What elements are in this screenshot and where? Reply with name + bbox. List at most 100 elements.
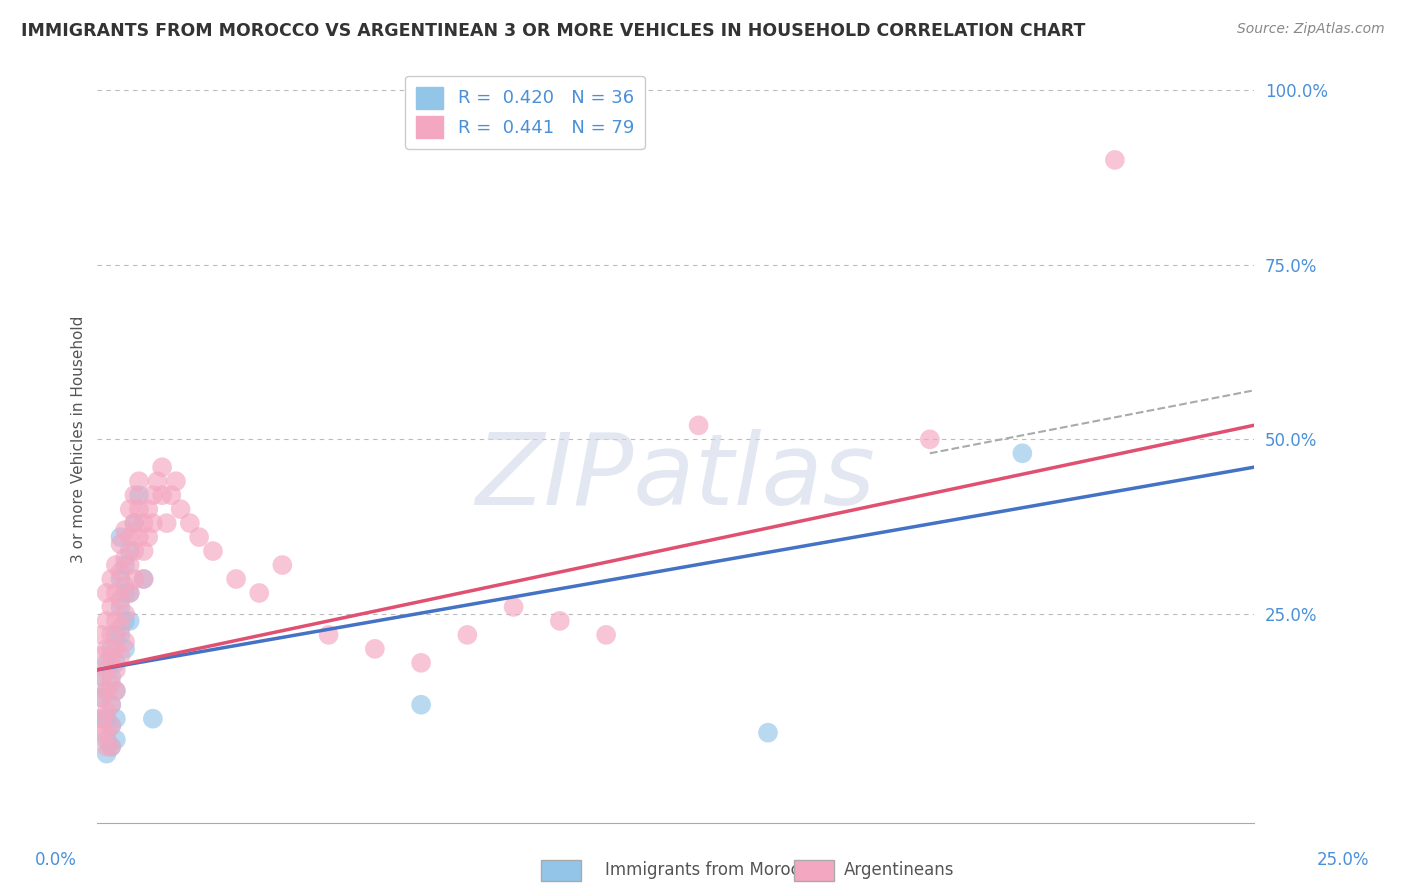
Point [100,698,122,712]
Point [502,599,524,614]
Point [118,586,141,600]
Point [91,670,114,684]
Point [124,516,146,530]
Text: 0.0%: 0.0% [35,851,77,869]
Point [104,712,127,726]
Point [104,614,127,628]
Point [91,712,114,726]
Point [271,558,294,572]
Point [118,544,141,558]
Point [132,516,155,530]
Point [104,558,127,572]
Point [110,537,132,551]
Point [104,586,127,600]
Point [1011,446,1033,460]
Point [110,530,132,544]
Point [110,628,132,642]
Text: IMMIGRANTS FROM MOROCCO VS ARGENTINEAN 3 OR MORE VEHICLES IN HOUSEHOLD CORRELATI: IMMIGRANTS FROM MOROCCO VS ARGENTINEAN 3… [21,22,1085,40]
Point [114,523,136,537]
Point [160,488,183,502]
Point [104,683,127,698]
Point [201,544,224,558]
Point [136,530,159,544]
Point [100,599,122,614]
Point [100,719,122,733]
Point [132,572,155,586]
Point [411,656,433,670]
Point [96,683,118,698]
Point [114,607,136,621]
Point [100,698,122,712]
Point [91,628,114,642]
Point [132,572,155,586]
Point [165,474,187,488]
Point [104,628,127,642]
Point [118,558,141,572]
Point [114,586,136,600]
Point [96,641,118,656]
Point [124,572,146,586]
Point [150,460,173,475]
Point [411,698,433,712]
Point [96,747,118,761]
Point [110,593,132,607]
Point [132,544,155,558]
Point [96,586,118,600]
Point [118,502,141,516]
Legend: R =  0.420   N = 36, R =  0.441   N = 79: R = 0.420 N = 36, R = 0.441 N = 79 [405,76,645,149]
Point [96,725,118,739]
Point [100,719,122,733]
Point [104,656,127,670]
Point [114,614,136,628]
Point [96,732,118,747]
Point [188,530,211,544]
Point [100,739,122,754]
Point [104,641,127,656]
Point [124,488,146,502]
Point [96,663,118,677]
Y-axis label: 3 or more Vehicles in Household: 3 or more Vehicles in Household [72,316,86,563]
Point [110,621,132,635]
Point [142,712,165,726]
Point [100,572,122,586]
Point [110,648,132,663]
Point [110,599,132,614]
Point [118,530,141,544]
Point [142,516,165,530]
Point [104,663,127,677]
Point [110,572,132,586]
Point [104,732,127,747]
Point [128,488,150,502]
Point [124,516,146,530]
Point [128,474,150,488]
Point [142,488,165,502]
Text: Immigrants from Morocco: Immigrants from Morocco [605,861,818,879]
Point [114,551,136,566]
Point [548,614,571,628]
Point [114,641,136,656]
Point [179,516,201,530]
Point [169,502,191,516]
Text: Argentineans: Argentineans [844,861,955,879]
Point [688,418,710,433]
Point [104,683,127,698]
Point [96,683,118,698]
Point [96,656,118,670]
Point [96,712,118,726]
Point [100,628,122,642]
Point [96,705,118,719]
Point [318,628,340,642]
Point [128,502,150,516]
Point [118,614,141,628]
Point [91,725,114,739]
Point [91,690,114,705]
Point [100,670,122,684]
Point [118,586,141,600]
Point [114,635,136,649]
Point [100,677,122,691]
Point [247,586,270,600]
Point [150,488,173,502]
Point [100,648,122,663]
Point [114,579,136,593]
Point [364,641,387,656]
